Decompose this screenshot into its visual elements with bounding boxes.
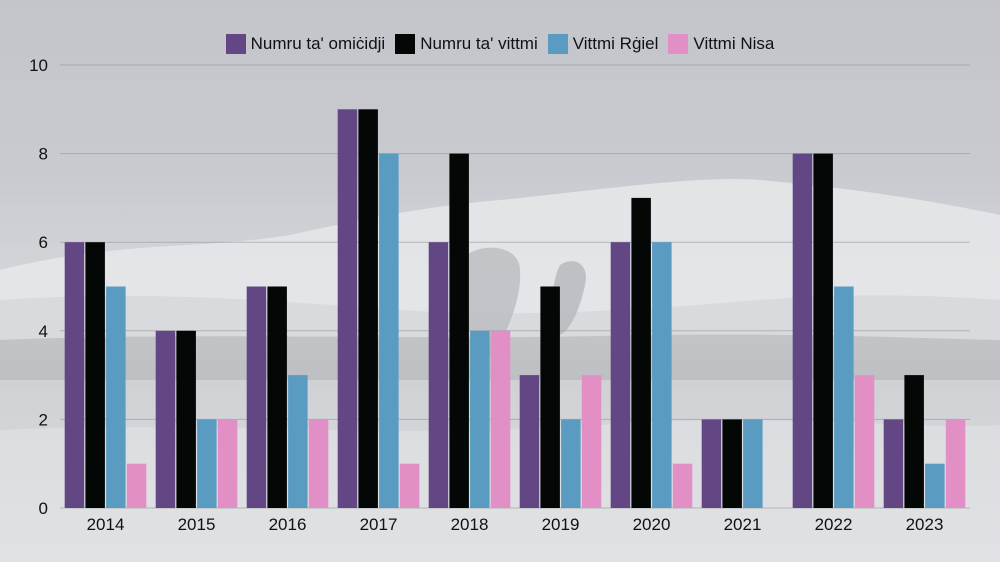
bar-2020-series-4 xyxy=(672,463,693,508)
x-tick-label: 2018 xyxy=(451,515,489,534)
x-tick-label: 2017 xyxy=(360,515,398,534)
bar-2014-series-3 xyxy=(106,286,126,508)
bar-2016-series-2 xyxy=(267,286,287,508)
y-tick-label: 10 xyxy=(29,56,48,75)
bar-2019-series-2 xyxy=(540,286,560,508)
bar-2018-series-4 xyxy=(490,330,511,508)
bar-2018-series-3 xyxy=(470,330,490,508)
bar-2015-series-3 xyxy=(197,419,217,508)
bar-2015-series-2 xyxy=(176,330,196,508)
bar-2021-series-1 xyxy=(701,419,722,508)
bar-2017-series-2 xyxy=(358,109,378,509)
bar-2016-series-4 xyxy=(308,419,329,508)
bar-2022-series-3 xyxy=(834,286,854,508)
bar-2018-series-1 xyxy=(428,242,449,508)
bar-2022-series-1 xyxy=(792,153,813,508)
y-tick-label: 6 xyxy=(39,233,48,252)
bar-2015-series-1 xyxy=(155,330,176,508)
bar-2014-series-2 xyxy=(85,242,105,508)
bar-2023-series-4 xyxy=(945,419,966,508)
bar-2020-series-1 xyxy=(610,242,631,508)
x-tick-label: 2023 xyxy=(906,515,944,534)
x-tick-label: 2021 xyxy=(724,515,762,534)
bar-2015-series-4 xyxy=(217,419,238,508)
bar-2017-series-1 xyxy=(337,109,358,509)
legend-swatch xyxy=(395,34,416,54)
bar-2017-series-3 xyxy=(379,153,399,508)
bar-2020-series-3 xyxy=(652,242,672,508)
bar-2019-series-4 xyxy=(581,375,602,508)
bar-2023-series-1 xyxy=(883,419,904,508)
bar-2019-series-1 xyxy=(519,375,540,508)
bar-2022-series-4 xyxy=(854,375,875,508)
bar-2016-series-3 xyxy=(288,375,308,508)
bar-2017-series-4 xyxy=(399,463,420,508)
x-tick-label: 2015 xyxy=(178,515,216,534)
legend-label: Vittmi Nisa xyxy=(693,34,775,53)
x-tick-label: 2019 xyxy=(542,515,580,534)
gridlines xyxy=(60,64,970,509)
x-tick-label: 2016 xyxy=(269,515,307,534)
bars xyxy=(64,109,966,509)
legend-item: Vittmi Nisa xyxy=(668,34,774,54)
bar-2019-series-3 xyxy=(561,419,581,508)
bar-2021-series-3 xyxy=(743,419,763,508)
legend-swatch xyxy=(668,34,689,54)
bar-2023-series-3 xyxy=(925,463,945,508)
bar-2022-series-2 xyxy=(813,153,833,508)
legend-swatch xyxy=(225,34,246,54)
y-tick-label: 2 xyxy=(39,410,48,429)
x-axis-ticks: 2014 2015 2016 2017 2018 2019 2020 2021 2022 2023 xyxy=(87,515,944,534)
legend-item: Vittmi Rġiel xyxy=(547,34,659,54)
y-tick-label: 4 xyxy=(39,322,48,341)
y-tick-label: 0 xyxy=(39,499,48,518)
bar-2021-series-2 xyxy=(722,419,742,508)
legend-item: Numru ta' omiċidji xyxy=(225,34,386,54)
y-tick-label: 8 xyxy=(39,145,48,164)
bar-2016-series-1 xyxy=(246,286,267,508)
bar-2018-series-2 xyxy=(449,153,469,508)
legend-item: Numru ta' vittmi xyxy=(395,34,538,54)
bar-2014-series-4 xyxy=(126,463,147,508)
x-tick-label: 2020 xyxy=(633,515,671,534)
x-tick-label: 2014 xyxy=(87,515,125,534)
x-tick-label: 2022 xyxy=(815,515,853,534)
legend: Numru ta' omiċidji Numru ta' vittmi Vittmi… xyxy=(0,34,1000,54)
legend-swatch xyxy=(547,34,568,54)
legend-label: Numru ta' vittmi xyxy=(420,34,538,53)
bar-2020-series-2 xyxy=(631,197,651,508)
bar-2014-series-1 xyxy=(64,242,85,508)
legend-label: Vittmi Rġiel xyxy=(572,34,659,53)
y-axis-ticks: 0 2 4 6 8 10 xyxy=(29,56,48,518)
legend-label: Numru ta' omiċidji xyxy=(250,34,386,53)
bar-2023-series-2 xyxy=(904,375,924,508)
